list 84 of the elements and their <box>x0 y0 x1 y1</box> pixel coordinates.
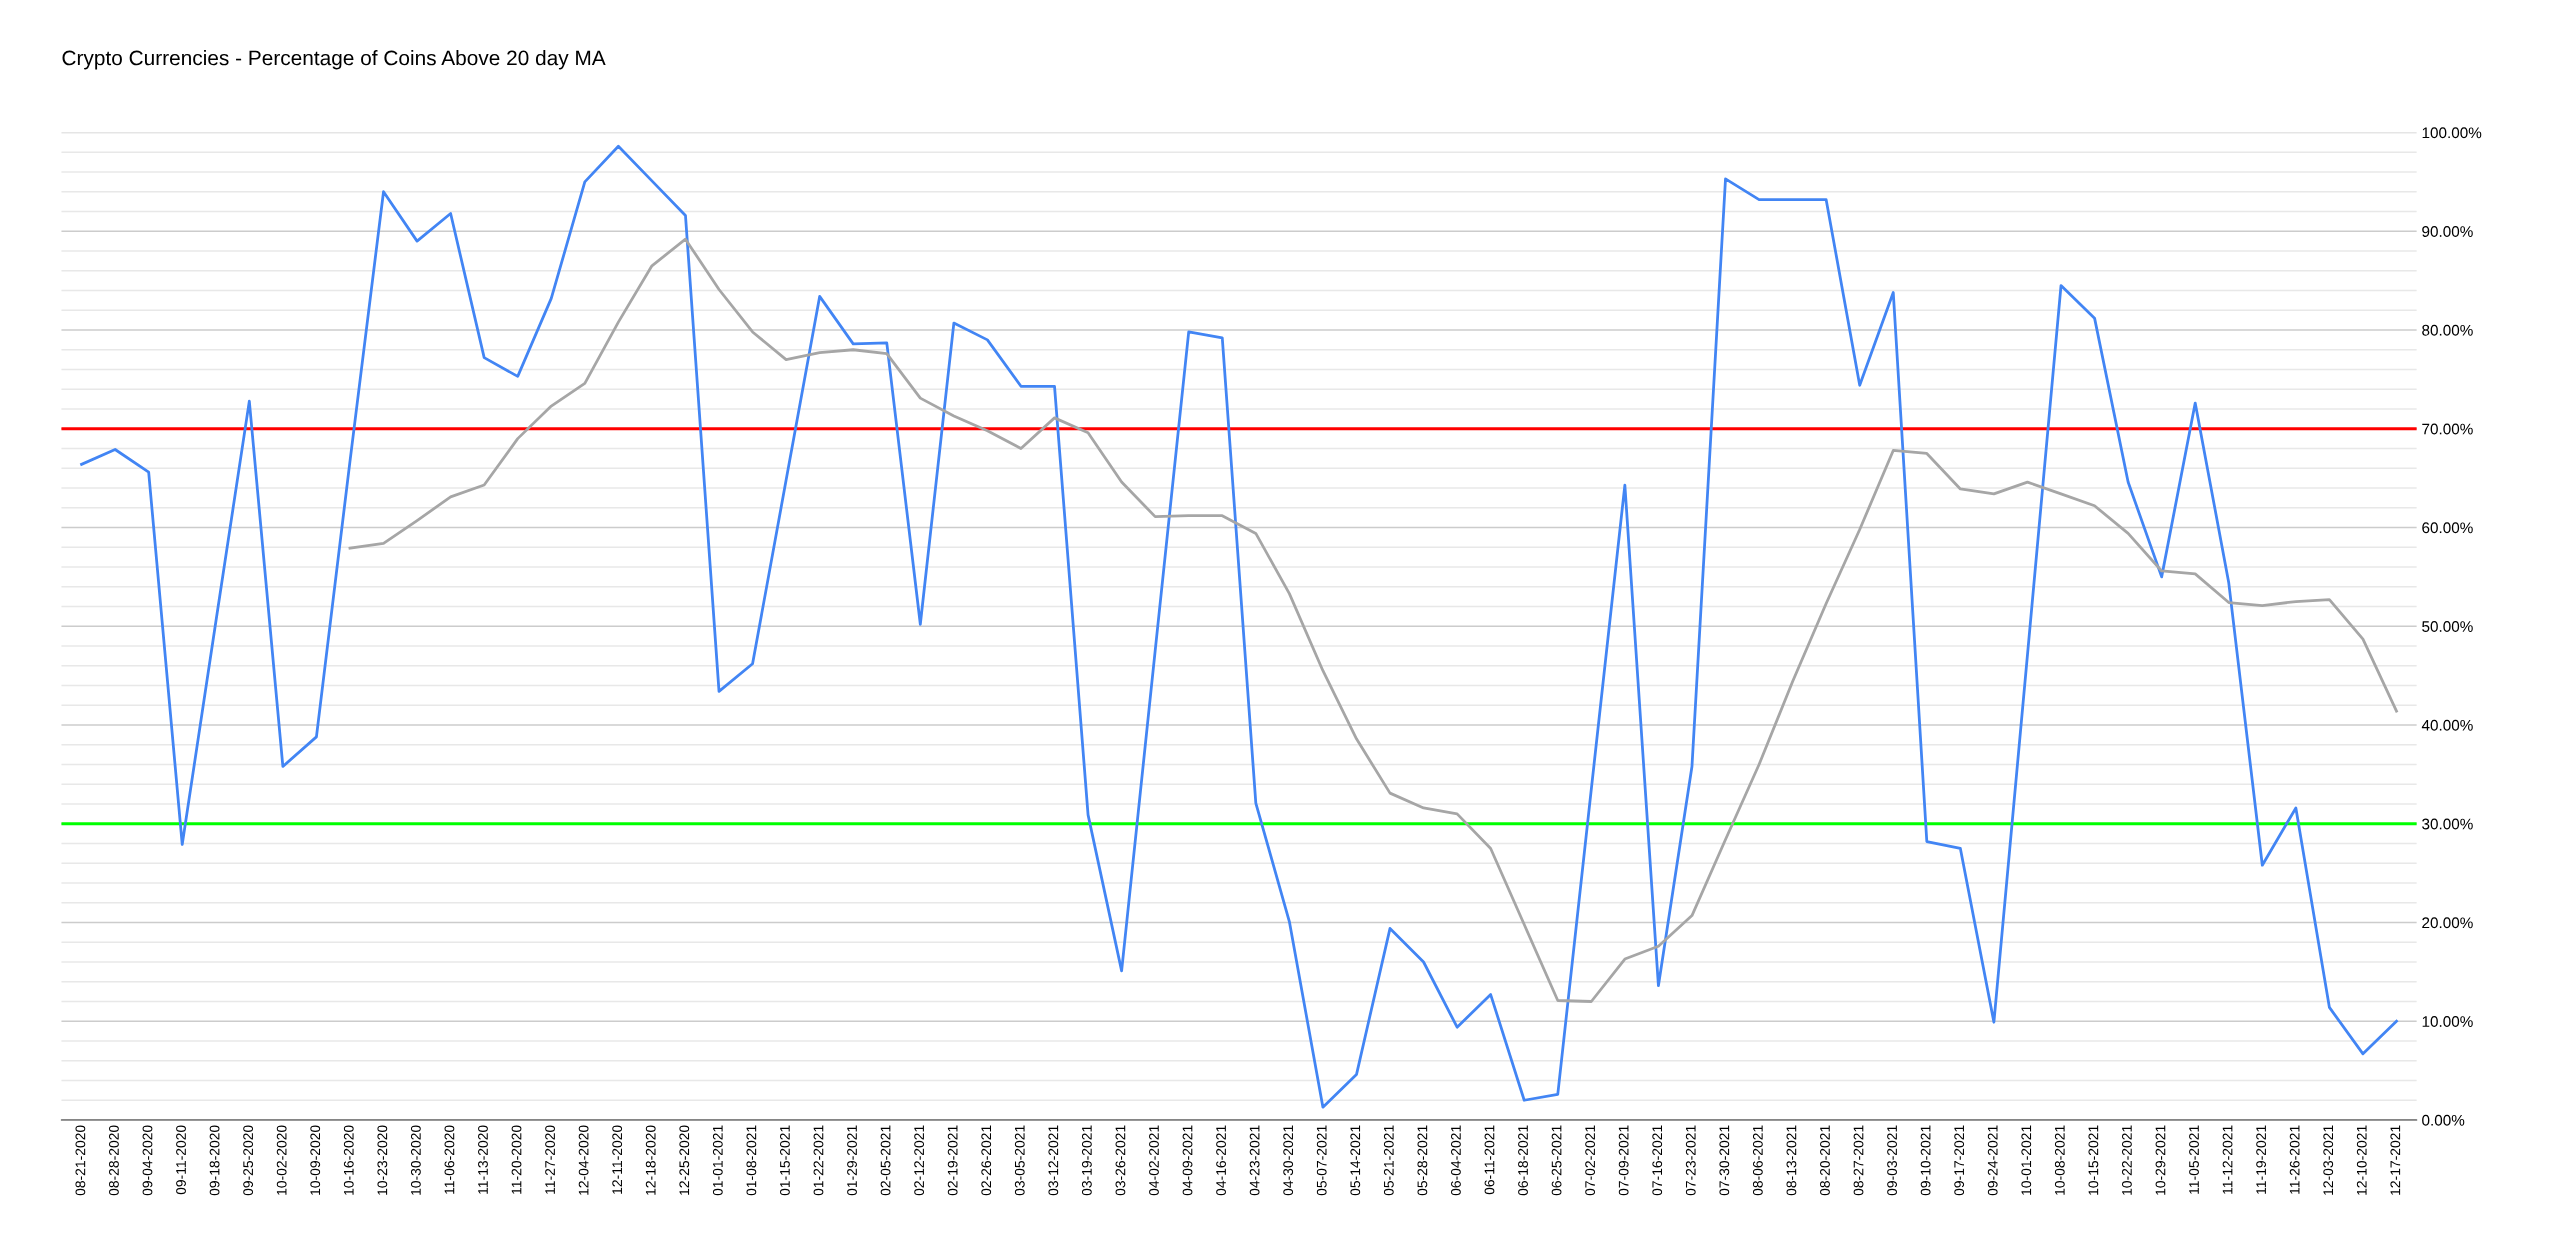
x-tick-label: 07-02-2021 <box>1585 1125 1596 1196</box>
x-tick-label: 01-22-2021 <box>813 1125 824 1196</box>
x-tick-label: 07-16-2021 <box>1652 1125 1663 1196</box>
chart-title: Crypto Currencies - Percentage of Coins Above 20 day MA <box>62 50 606 70</box>
x-tick-label: 05-07-2021 <box>1316 1125 1327 1196</box>
x-tick-label: 02-19-2021 <box>947 1125 958 1196</box>
x-tick-label: 02-12-2021 <box>914 1125 925 1196</box>
line-series <box>80 144 2398 1109</box>
y-tick-label: 0.00% <box>2422 1114 2465 1126</box>
x-tick-label: 04-30-2021 <box>1283 1125 1294 1196</box>
x-tick-label: 09-11-2020 <box>176 1125 186 1195</box>
x-tick-label: 06-18-2021 <box>1518 1125 1528 1196</box>
x-tick-label: 01-29-2021 <box>847 1125 857 1196</box>
x-tick-label: 02-05-2021 <box>880 1125 891 1196</box>
x-tick-label: 01-08-2021 <box>746 1125 757 1196</box>
x-tick-label: 10-29-2021 <box>2155 1125 2166 1195</box>
x-tick-label: 12-25-2020 <box>679 1125 690 1195</box>
x-tick-label: 11-12-2021 <box>2222 1125 2233 1194</box>
x-tick-label: 11-05-2021 <box>2189 1125 2199 1194</box>
x-tick-label: 03-12-2021 <box>1048 1125 1059 1196</box>
x-tick-label: 05-21-2021 <box>1383 1125 1394 1196</box>
x-tick-label: 07-09-2021 <box>1618 1125 1629 1196</box>
x-tick-label: 09-04-2020 <box>142 1125 153 1196</box>
x-tick-label: 08-13-2021 <box>1786 1125 1797 1196</box>
x-tick-label: 08-27-2021 <box>1853 1125 1864 1196</box>
x-tick-label: 10-16-2020 <box>343 1125 354 1195</box>
x-tick-label: 12-18-2020 <box>645 1125 656 1195</box>
x-tick-label: 12-17-2021 <box>2390 1125 2401 1195</box>
x-tick-label: 04-23-2021 <box>1249 1125 1260 1196</box>
x-tick-label: 12-11-2020 <box>612 1125 623 1194</box>
y-tick-label: 10.00% <box>2422 1016 2473 1027</box>
x-tick-label: 10-23-2020 <box>377 1125 388 1195</box>
y-tick-label: 70.00% <box>2422 423 2473 435</box>
x-tick-label: 12-03-2021 <box>2323 1125 2334 1195</box>
x-tick-label: 01-01-2021 <box>712 1125 723 1196</box>
x-tick-label: 09-24-2021 <box>1987 1125 1998 1196</box>
x-tick-label: 07-30-2021 <box>1719 1125 1730 1196</box>
y-tick-label: 30.00% <box>2422 818 2473 830</box>
y-tick-label: 80.00% <box>2422 324 2473 336</box>
x-tick-label: 03-26-2021 <box>1115 1125 1126 1196</box>
x-tick-label: 05-14-2021 <box>1350 1125 1361 1196</box>
x-tick-label: 04-09-2021 <box>1182 1125 1193 1196</box>
y-tick-label: 40.00% <box>2421 719 2473 731</box>
y-tick-label: 20.00% <box>2422 917 2473 929</box>
x-tick-label: 04-02-2021 <box>1149 1125 1159 1196</box>
x-tick-label: 07-23-2021 <box>1685 1125 1696 1196</box>
x-tick-label: 08-20-2021 <box>1820 1125 1830 1196</box>
x-tick-label: 12-10-2021 <box>2356 1125 2367 1195</box>
x-tick-label: 06-25-2021 <box>1551 1125 1562 1196</box>
x-tick-label: 11-20-2020 <box>511 1125 522 1194</box>
x-tick-label: 10-09-2020 <box>310 1125 321 1195</box>
x-tick-label: 06-11-2021 <box>1484 1125 1495 1195</box>
x-tick-label: 11-27-2020 <box>545 1125 555 1194</box>
x-tick-label: 04-16-2021 <box>1216 1125 1226 1196</box>
x-tick-label: 11-26-2021 <box>2289 1125 2300 1194</box>
x-tick-label: 08-28-2020 <box>109 1125 119 1196</box>
x-tick-label: 09-25-2020 <box>243 1125 254 1196</box>
x-tick-label: 10-30-2020 <box>410 1125 421 1195</box>
x-tick-label: 12-04-2020 <box>578 1125 589 1195</box>
x-tick-label: 09-03-2021 <box>1887 1125 1897 1196</box>
x-tick-label: 08-21-2020 <box>75 1125 86 1196</box>
x-tick-label: 03-05-2021 <box>1014 1125 1025 1196</box>
y-tick-label: 100.00% <box>2422 127 2482 139</box>
y-tick-label: 90.00% <box>2422 226 2473 237</box>
x-tick-label: 03-19-2021 <box>1081 1125 1092 1196</box>
x-tick-label: 09-17-2021 <box>1954 1125 1965 1196</box>
x-tick-label: 11-13-2020 <box>478 1125 488 1194</box>
x-tick-label: 10-22-2021 <box>2122 1125 2132 1195</box>
x-tick-label: 10-01-2021 <box>2021 1125 2032 1195</box>
x-tick-label: 10-15-2021 <box>2088 1125 2099 1195</box>
x-tick-label: 11-19-2021 <box>2256 1125 2267 1194</box>
x-tick-label: 06-04-2021 <box>1451 1125 1461 1196</box>
y-tick-label: 60.00% <box>2422 522 2473 534</box>
x-tick-label: 09-10-2021 <box>1920 1125 1931 1196</box>
x-tick-label: 08-06-2021 <box>1752 1125 1763 1196</box>
x-tick-label: 11-06-2020 <box>444 1125 455 1194</box>
line-series <box>348 237 2398 1003</box>
x-tick-label: 05-28-2021 <box>1417 1125 1428 1196</box>
x-tick-label: 10-02-2020 <box>276 1125 287 1195</box>
x-tick-label: 01-15-2021 <box>780 1125 790 1196</box>
x-tick-label: 10-08-2021 <box>2054 1125 2065 1195</box>
x-tick-label: 02-26-2021 <box>981 1125 992 1196</box>
y-tick-label: 50.00% <box>2422 621 2473 632</box>
x-tick-label: 09-18-2020 <box>209 1125 220 1196</box>
